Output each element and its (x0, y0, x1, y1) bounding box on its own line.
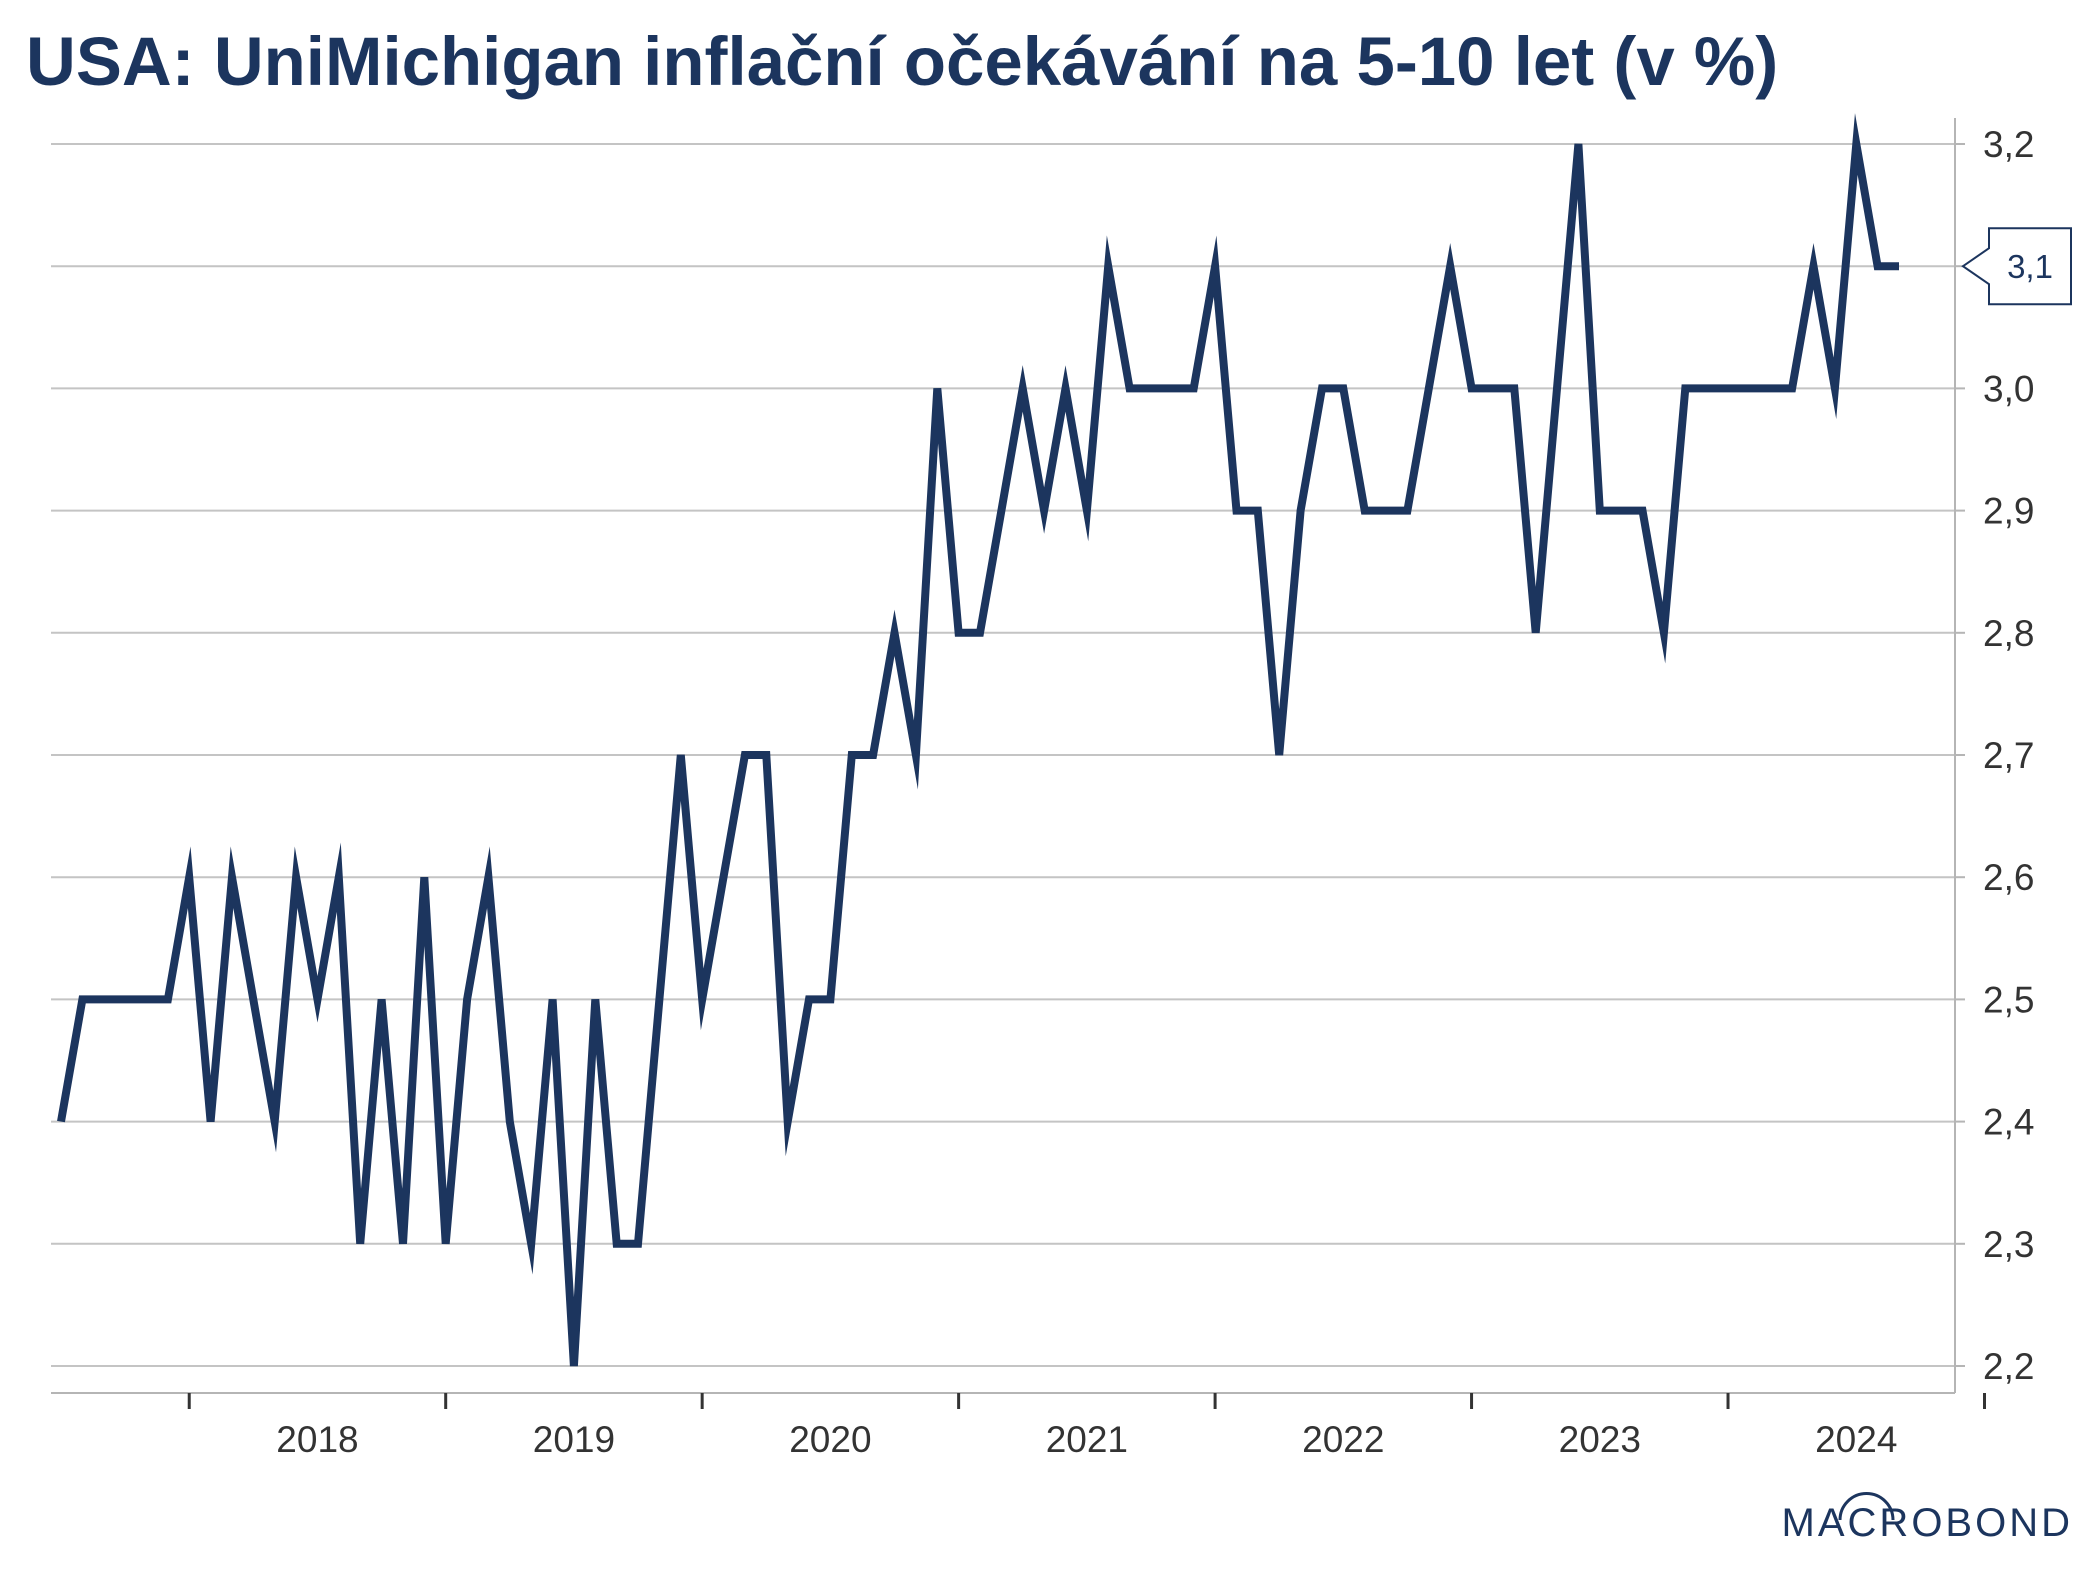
x-tick-label: 2018 (276, 1419, 358, 1460)
y-tick-label: 2,8 (1983, 613, 2034, 654)
x-tick-label: 2020 (789, 1419, 871, 1460)
x-tick-label: 2023 (1559, 1419, 1641, 1460)
series-layer (57, 113, 1899, 1367)
axes: 2,2 2,3 2,4 2,5 2,6 2,7 2,8 2,9 3,0 3,2 2018 2019 20… (51, 118, 2034, 1460)
y-tick-label: 2,2 (1983, 1346, 2034, 1387)
y-tick-label: 2,9 (1983, 491, 2034, 532)
y-tick-label: 2,4 (1983, 1102, 2034, 1143)
y-tick-label: 2,6 (1983, 857, 2034, 898)
x-tick-label: 2022 (1302, 1419, 1384, 1460)
x-tick-label: 2024 (1815, 1419, 1897, 1460)
y-tick-label: 2,3 (1983, 1224, 2034, 1265)
y-tick-label: 2,7 (1983, 735, 2034, 776)
series-line (57, 113, 1899, 1367)
macrobond-logo: MACROBOND (1782, 1492, 2073, 1545)
y-tick-label: 3,0 (1983, 368, 2034, 409)
x-tick-label: 2019 (533, 1419, 615, 1460)
brand-logo-arc (1838, 1492, 1895, 1521)
last-value-callout: 3,1 (1961, 227, 2072, 306)
y-tick-label: 3,2 (1983, 124, 2034, 165)
brand-logo-text: MACROBOND (1782, 1501, 2073, 1545)
y-tick-label: 2,5 (1983, 979, 2034, 1020)
chart-title: USA: UniMichigan inflační očekávání na 5… (26, 23, 1779, 100)
last-value-label: 3,1 (2007, 248, 2053, 285)
grid-lines (51, 143, 1955, 1367)
callout-box (1961, 227, 2072, 306)
x-tick-label: 2021 (1046, 1419, 1128, 1460)
